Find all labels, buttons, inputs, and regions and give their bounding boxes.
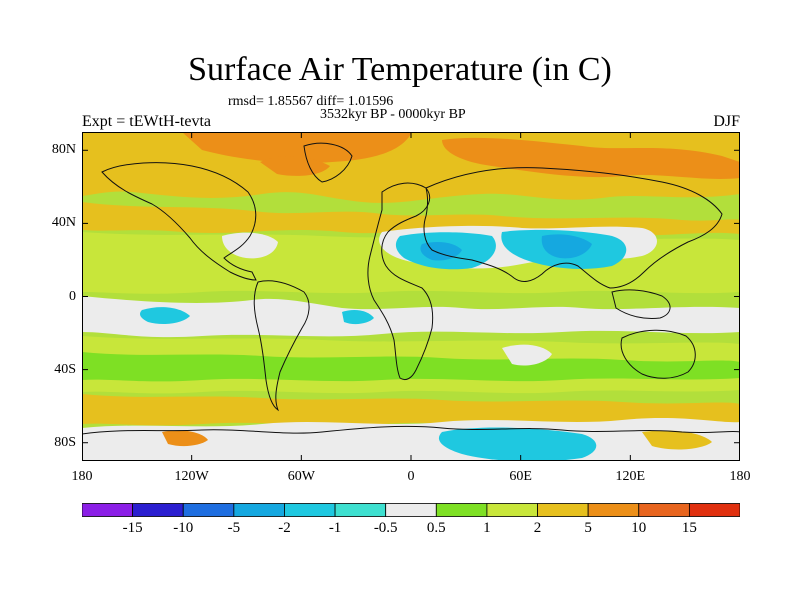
colorbar-label: -15	[122, 520, 143, 536]
colorbar-label: -0.5	[373, 520, 398, 536]
australia-coast	[620, 329, 696, 379]
colorbar-label: 5	[584, 520, 592, 536]
colorbar-swatch	[182, 503, 235, 517]
north-america-cold	[222, 232, 278, 259]
period-label: 3532kyr BP - 0000kyr BP	[320, 107, 466, 122]
colorbar-swatch	[334, 503, 387, 517]
colorbar-swatch	[132, 503, 184, 517]
x-tick-label: 180	[729, 469, 751, 484]
colorbar-swatch	[537, 503, 589, 517]
coastlines	[82, 142, 740, 435]
stats-label: rmsd= 1.85567 diff= 1.01596	[228, 94, 394, 109]
colorbar-label: -1	[328, 520, 342, 536]
asia-coast	[423, 167, 723, 289]
colorbar-label: 1	[483, 520, 491, 536]
tibet-cooler	[541, 234, 592, 259]
colorbar-label: -10	[173, 520, 194, 536]
season-label: DJF	[713, 113, 740, 130]
southern-green	[82, 352, 740, 382]
colorbar-swatch	[638, 503, 690, 517]
colorbar-label: -5	[227, 520, 241, 536]
atlantic-hot-region	[260, 156, 330, 176]
colorbar-label: 2	[533, 520, 542, 536]
south-america-coast	[253, 280, 310, 412]
pacific-cold	[140, 307, 190, 324]
experiment-label: Expt = tEWtH-tevta	[82, 113, 211, 130]
colorbar-label: -2	[278, 520, 291, 536]
y-tick-label: 40N	[51, 215, 76, 231]
y-tick-label: 80N	[51, 142, 76, 158]
southeast-asia-coast	[611, 289, 671, 319]
atlantic-cold	[342, 310, 374, 325]
colorbar-label: 10	[631, 520, 647, 536]
greenland-coast	[303, 142, 353, 183]
siberia-hot-region	[442, 137, 740, 179]
north-america-coast	[101, 162, 257, 281]
x-axis-ticks	[82, 132, 740, 461]
x-tick-label: 0	[407, 469, 415, 484]
antarctica-warm-east	[642, 430, 712, 450]
y-axis-ticks	[82, 149, 740, 444]
map-title: Surface Air Temperature (in C)	[188, 51, 612, 88]
colorbar	[82, 503, 740, 517]
x-tick-label: 120W	[174, 469, 209, 484]
colorbar-swatch	[233, 503, 285, 517]
x-tick-label: 120E	[615, 469, 646, 484]
colorbar-swatch	[688, 503, 740, 517]
x-tick-label: 180	[71, 469, 93, 484]
europe-africa-coast	[367, 182, 434, 381]
colorbar-label: 0.5	[426, 520, 446, 536]
southern-neutral-patch	[502, 344, 552, 366]
colorbar-swatch	[486, 503, 538, 517]
arctic-hot-region	[182, 132, 412, 164]
antarctica-coast	[82, 425, 740, 435]
y-tick-label: 40S	[54, 361, 76, 377]
colorbar-label: 15	[681, 520, 697, 536]
colorbar-swatch	[587, 503, 640, 517]
y-tick-label: 0	[69, 288, 76, 304]
colorbar-swatch	[82, 503, 134, 517]
colorbar-swatch	[284, 503, 336, 517]
antarctica-cold	[438, 427, 597, 461]
x-tick-label: 60W	[287, 469, 315, 484]
y-tick-label: 80S	[54, 434, 76, 450]
antarctica-warm	[162, 430, 208, 447]
southern-ocean-warm	[82, 394, 740, 426]
x-tick-label: 60E	[509, 469, 532, 484]
arabia-cooler	[420, 242, 462, 261]
temperature-map	[82, 132, 740, 461]
colorbar-swatch	[435, 503, 488, 517]
colorbar-swatch	[385, 503, 437, 517]
equatorial-neutral-band	[82, 296, 740, 338]
